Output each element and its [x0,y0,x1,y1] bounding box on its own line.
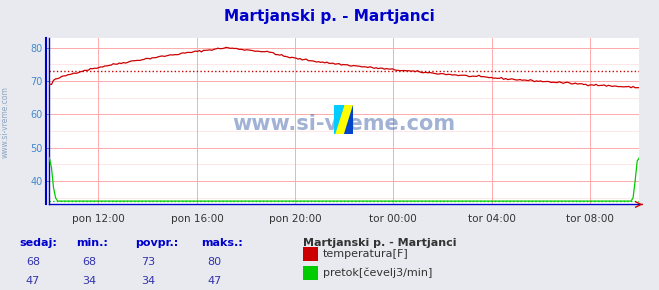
Text: 73: 73 [141,257,156,267]
Text: 80: 80 [207,257,221,267]
Text: Martjanski p. - Martjanci: Martjanski p. - Martjanci [224,9,435,24]
Text: 34: 34 [82,276,96,285]
Text: 34: 34 [141,276,156,285]
Text: www.si-vreme.com: www.si-vreme.com [1,86,10,158]
Text: pon 16:00: pon 16:00 [171,214,223,224]
Text: tor 04:00: tor 04:00 [468,214,516,224]
Polygon shape [344,106,353,135]
Text: pretok[čevelj3/min]: pretok[čevelj3/min] [323,268,432,278]
Text: min.:: min.: [76,238,107,248]
Text: maks.:: maks.: [201,238,243,248]
Text: Martjanski p. - Martjanci: Martjanski p. - Martjanci [303,238,457,248]
Text: pon 20:00: pon 20:00 [269,214,322,224]
Text: 47: 47 [207,276,221,285]
Text: pon 12:00: pon 12:00 [72,214,125,224]
Text: temperatura[F]: temperatura[F] [323,249,409,259]
Text: 68: 68 [26,257,40,267]
Text: tor 08:00: tor 08:00 [566,214,614,224]
Text: 68: 68 [82,257,96,267]
Polygon shape [335,106,344,135]
Text: tor 00:00: tor 00:00 [370,214,417,224]
Text: povpr.:: povpr.: [135,238,179,248]
Text: 47: 47 [26,276,40,285]
Text: www.si-vreme.com: www.si-vreme.com [233,115,456,134]
Text: sedaj:: sedaj: [20,238,57,248]
